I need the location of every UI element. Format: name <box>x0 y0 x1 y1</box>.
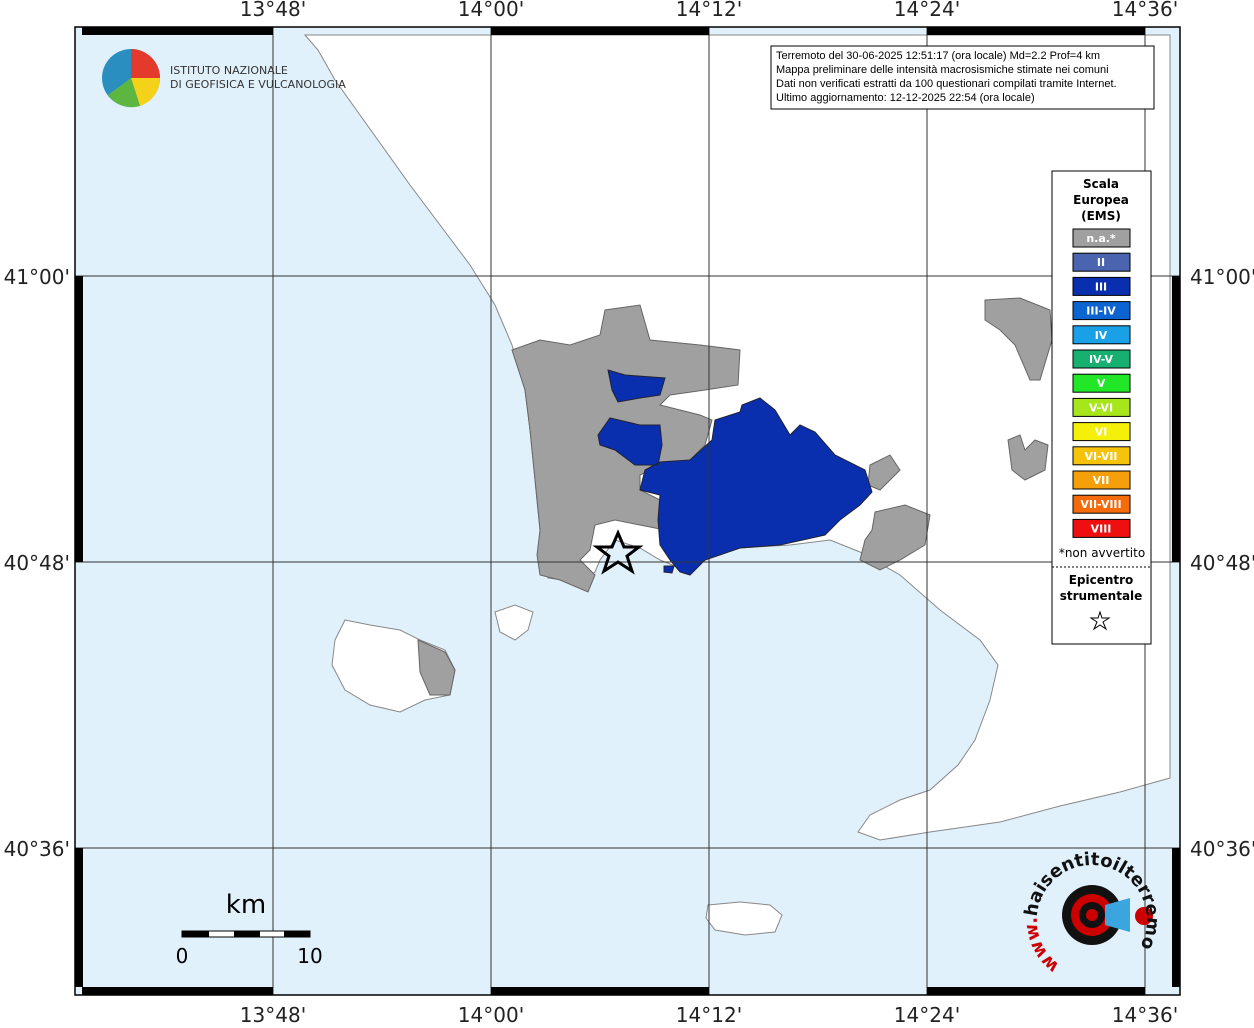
island-ischia-na <box>417 639 456 696</box>
lon-label: 14°12' <box>676 1003 742 1024</box>
legend-label: II <box>1097 256 1105 269</box>
legend-swatch <box>1072 276 1131 296</box>
legend-epicenter: Epicentro <box>1069 573 1134 587</box>
municipality-na <box>984 297 1053 481</box>
lat-label: 40°36' <box>1190 837 1254 861</box>
legend-label: III-IV <box>1086 305 1116 318</box>
legend-swatch <box>1072 470 1131 490</box>
lon-label: 14°36' <box>1112 1003 1178 1024</box>
legend-footnote: *non avvertito <box>1059 546 1145 560</box>
scale-bar: km 0 10 <box>176 890 323 968</box>
lon-label: 13°48' <box>240 0 306 21</box>
island-capri <box>705 901 783 936</box>
graticule <box>75 27 1180 995</box>
legend-label: VII-VIII <box>1080 498 1121 511</box>
legend-label: VIII <box>1091 522 1112 535</box>
lon-label: 14°00' <box>458 0 524 21</box>
lat-label: 41°00' <box>1190 265 1254 289</box>
frame-bars <box>75 27 1180 995</box>
legend-swatch <box>1072 373 1131 393</box>
ingv-logo: ISTITUTO NAZIONALE DI GEOFISICA E VULCAN… <box>102 49 346 108</box>
lat-label: 41°00' <box>4 265 70 289</box>
info-line: Ultimo aggiornamento: 12-12-2025 22:54 (… <box>776 92 1035 104</box>
lon-label: 14°00' <box>458 1003 524 1024</box>
legend-label: VII <box>1093 474 1110 487</box>
legend-swatch <box>1072 518 1131 538</box>
lon-label: 14°36' <box>1112 0 1178 21</box>
legend-label: V-VI <box>1089 401 1113 414</box>
legend-swatch <box>1072 228 1131 248</box>
legend-swatch <box>1072 422 1131 442</box>
legend-swatch <box>1072 397 1131 417</box>
legend-swatch <box>1072 301 1131 321</box>
legend-title: Europea <box>1073 193 1129 207</box>
legend-swatch <box>1072 349 1131 369</box>
logo-text: ISTITUTO NAZIONALE <box>170 64 288 77</box>
legend-label: V <box>1097 377 1106 390</box>
scale-unit: km <box>226 890 266 920</box>
legend-title: (EMS) <box>1081 209 1121 223</box>
info-line: Terremoto del 30-06-2025 12:51:17 (ora l… <box>776 50 1100 62</box>
legend-swatch <box>1072 252 1131 272</box>
legend-epicenter: strumentale <box>1060 589 1143 603</box>
lon-label: 14°24' <box>894 0 960 21</box>
lat-label: 40°36' <box>4 837 70 861</box>
legend-label: VI-VII <box>1084 450 1117 463</box>
legend-label: VI <box>1095 426 1108 439</box>
legend-label: IV-V <box>1089 353 1114 366</box>
logo-text: DI GEOFISICA E VULCANOLOGIA <box>170 78 346 91</box>
legend-swatch <box>1072 494 1131 514</box>
legend-star <box>1089 610 1111 631</box>
legend-label: III <box>1095 280 1107 293</box>
legend-swatch <box>1072 325 1131 345</box>
info-line: Dati non verificati estratti da 100 ques… <box>776 78 1117 90</box>
lon-label: 13°48' <box>240 1003 306 1024</box>
legend-label: IV <box>1095 329 1108 342</box>
scale-start: 0 <box>176 944 189 968</box>
info-box <box>770 45 1155 110</box>
lon-label: 14°12' <box>676 0 742 21</box>
lon-label: 14°24' <box>894 1003 960 1024</box>
legend-label: n.a.* <box>1086 232 1116 245</box>
epicenter-star <box>592 529 644 575</box>
lat-label: 40°48' <box>4 551 70 575</box>
legend-title: Scala <box>1083 177 1119 191</box>
legend-swatch <box>1072 446 1131 466</box>
info-line: Mappa preliminare delle intensità macros… <box>776 64 1109 76</box>
lat-label: 40°48' <box>1190 551 1254 575</box>
municipality-iii <box>597 369 873 576</box>
scale-end: 10 <box>297 944 322 968</box>
island-procida <box>494 604 534 641</box>
